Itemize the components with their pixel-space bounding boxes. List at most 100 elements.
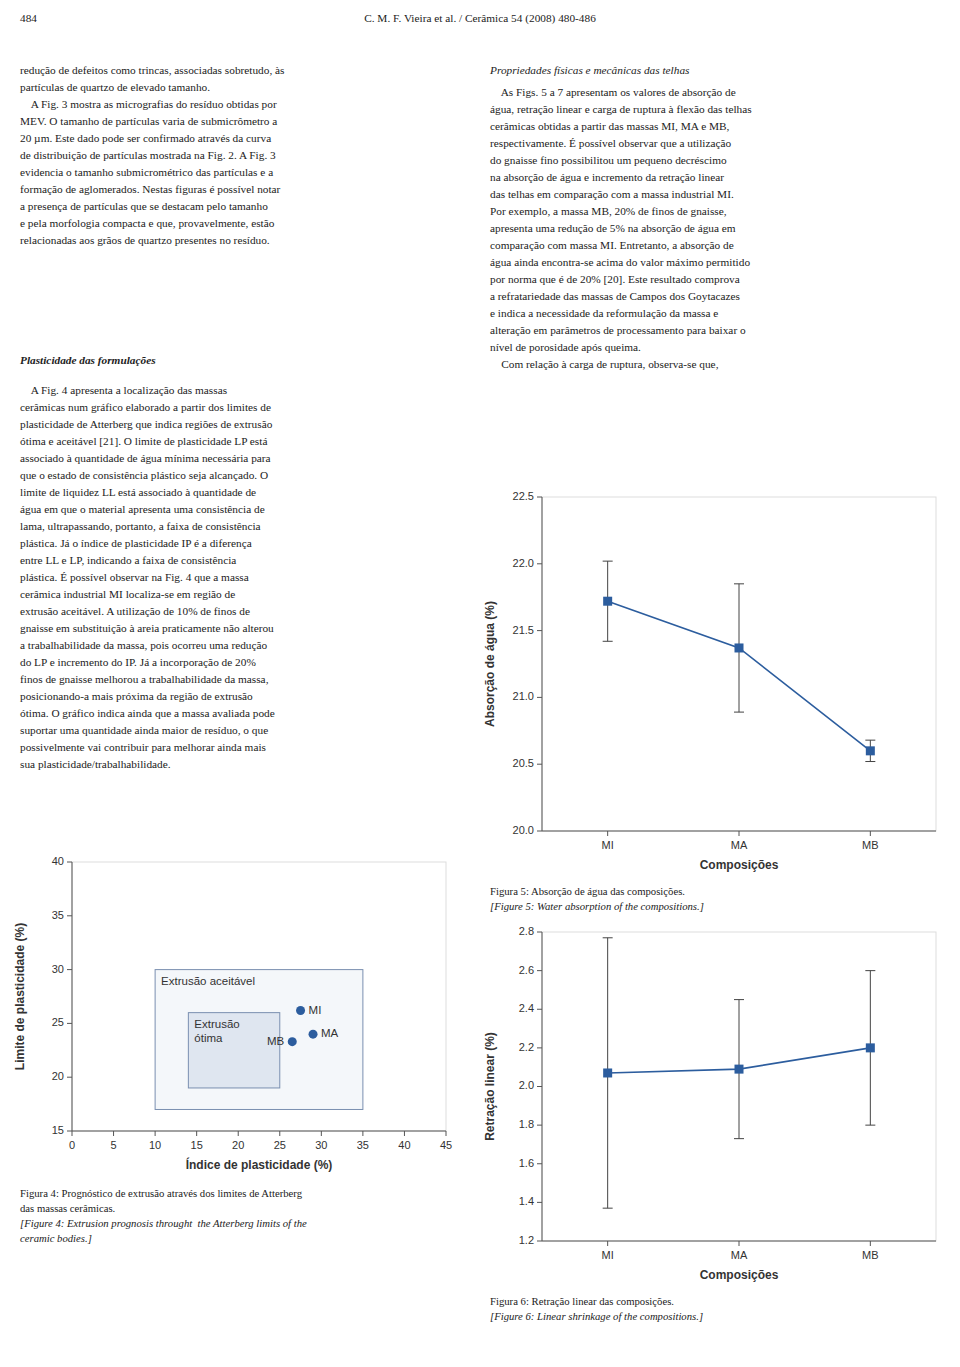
y-tick-label: 22.0 [513,557,534,569]
marker [866,746,875,755]
x-tick [279,1131,280,1136]
error-bar [603,938,613,1208]
y-tick-label: 21.5 [513,624,534,636]
x-tick [607,1241,608,1246]
x-tick-label: 10 [149,1139,161,1151]
axes: 1.21.41.61.82.02.22.42.62.8MIMAMB [519,925,936,1261]
marker [603,597,612,606]
caption-line-en: [Figure 4: Extrusion prognosis throught … [20,1216,307,1231]
point [288,1037,297,1046]
chart: 1.21.41.61.82.02.22.42.62.8MIMAMBComposi… [480,922,950,1287]
x-tick [362,1131,363,1136]
x-tick-label: 40 [398,1139,410,1151]
y-tick-label: 2.4 [519,1002,534,1014]
caption: Figura 6: Retração linear das composiçõe… [490,1294,703,1324]
y-tick [537,630,542,631]
axes: 20.020.521.021.522.022.5MIMAMB [513,490,936,851]
page: 484C. M. F. Vieira et al. / Cerâmica 54 … [0,0,960,1367]
y-tick-label: 1.2 [519,1234,534,1246]
x-axis-line [542,831,936,832]
y-tick-label: 40 [52,855,64,867]
point-label: MA [321,1027,339,1039]
error-bar [734,1000,744,1139]
y-tick [67,862,72,863]
x-tick-label: 25 [274,1139,286,1151]
x-tick-label: MA [731,1249,748,1261]
x-tick [155,1131,156,1136]
x-tick-label: 45 [440,1139,452,1151]
caption-line-en: [Figure 6: Linear shrinkage of the compo… [490,1309,703,1324]
y-tick [67,969,72,970]
x-axis-label: Composições [700,1268,779,1282]
chart: 152025303540051015202530354045Índice de … [10,852,460,1177]
plot-frame [72,862,446,1131]
x-tick-label: 35 [357,1139,369,1151]
x-tick [870,1241,871,1246]
caption-line-en: ceramic bodies.] [20,1231,307,1246]
x-tick-label: 0 [69,1139,75,1151]
error-bar [603,561,613,641]
y-tick [537,1009,542,1010]
x-axis-label: Composições [700,858,779,872]
y-axis-line [72,862,73,1131]
point [296,1006,305,1015]
plot-marks [603,938,876,1208]
y-axis-line [542,932,543,1241]
y-tick [67,1077,72,1078]
y-tick-label: 2.0 [519,1079,534,1091]
x-tick-label: 5 [110,1139,116,1151]
x-tick-label: MI [602,1249,614,1261]
body-text: A Fig. 4 apresenta a localização das mas… [20,382,275,773]
x-tick-label: 15 [191,1139,203,1151]
y-tick-label: 35 [52,909,64,921]
y-tick-label: 2.2 [519,1041,534,1053]
y-tick-label: 21.0 [513,690,534,702]
x-tick-label: MB [862,1249,879,1261]
x-tick [196,1131,197,1136]
y-tick [537,932,542,933]
y-tick-label: 20.5 [513,757,534,769]
y-tick [537,831,542,832]
y-tick [537,497,542,498]
x-axis-line [542,1241,936,1242]
error-bar [865,740,875,761]
y-tick [537,1241,542,1242]
y-tick [67,1131,72,1132]
y-axis-label: Retração linear (%) [483,1032,497,1141]
y-tick [537,970,542,971]
y-tick [537,1086,542,1087]
y-tick [537,764,542,765]
y-axis-label: Absorção de água (%) [483,601,497,727]
y-tick [67,1023,72,1024]
plot-labels: Extrusão aceitávelExtrusãoótimaMIMAMB [161,975,338,1047]
point [309,1030,318,1039]
region-label: Extrusão aceitável [161,975,255,987]
page-number: 484 [20,10,37,27]
y-tick-label: 20.0 [513,824,534,836]
y-tick-label: 22.5 [513,490,534,502]
plot-frame [542,497,936,831]
chart: 20.020.521.021.522.022.5MIMAMBComposiçõe… [480,487,950,877]
region [155,970,363,1110]
plot-marks [603,561,876,761]
x-tick-label: 20 [232,1139,244,1151]
caption-line-en: [Figure 5: Water absorption of the compo… [490,899,704,914]
plot-frame [542,932,936,1241]
x-axis-label: Índice de plasticidade (%) [186,1157,333,1172]
point-label: MB [267,1035,285,1047]
y-tick [537,1163,542,1164]
x-tick [321,1131,322,1136]
region-label: Extrusãoótima [194,1018,239,1044]
y-tick-label: 2.6 [519,964,534,976]
error-bar [865,971,875,1126]
x-tick [446,1131,447,1136]
caption: Figura 5: Absorção de água das composiçõ… [490,884,704,914]
x-tick [739,831,740,836]
x-tick [870,831,871,836]
y-tick [537,1047,542,1048]
y-tick [537,563,542,564]
y-tick-label: 20 [52,1070,64,1082]
error-bar [734,584,744,712]
x-tick [607,831,608,836]
y-tick-label: 15 [52,1124,64,1136]
